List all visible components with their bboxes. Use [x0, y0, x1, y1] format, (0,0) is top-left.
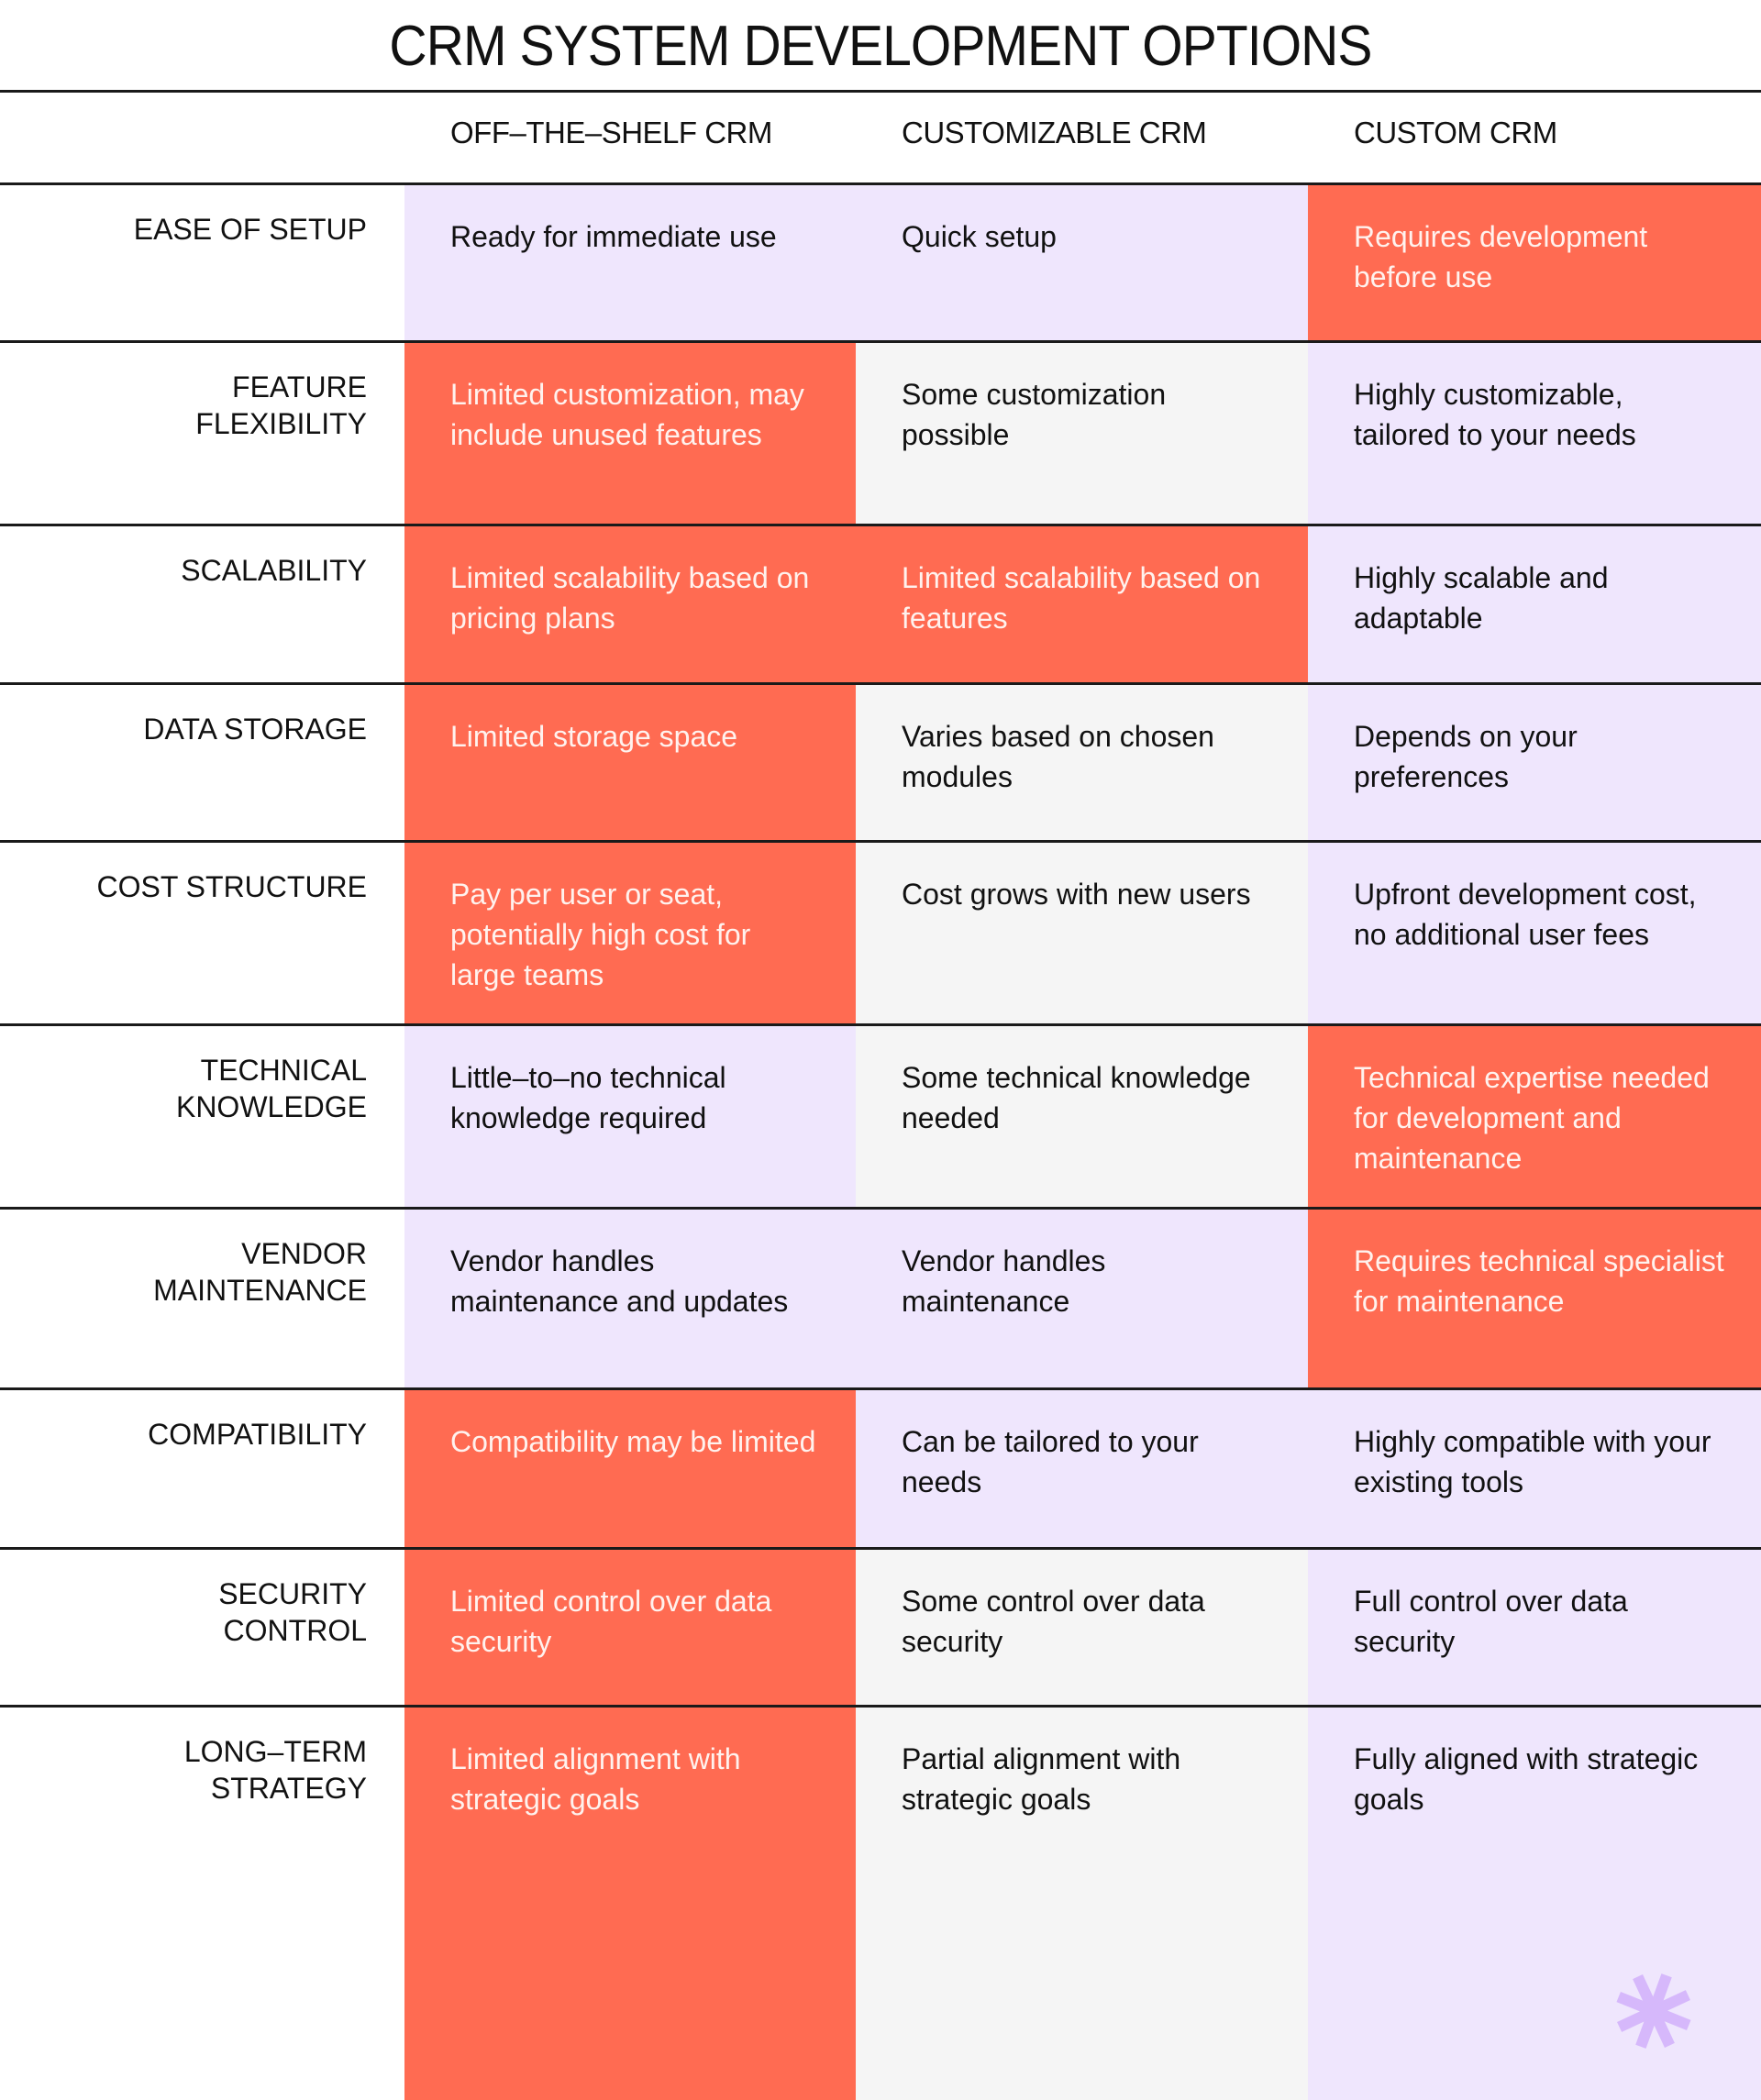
column-header-custom: CUSTOM CRM: [1354, 116, 1557, 149]
row-label: TECHNICAL KNOWLEDGE: [175, 1054, 367, 1123]
row-label: EASE OF SETUP: [133, 213, 367, 246]
table-row: LONG–TERM STRATEGY Limited alignment with…: [0, 1706, 1761, 2100]
divider: [0, 1547, 1761, 1550]
table-cell: Full control over data security: [1308, 1548, 1761, 1706]
table-cell: Limited alignment with strategic goals: [404, 1706, 856, 2100]
divider: [0, 1023, 1761, 1026]
table-cell: Limited control over data security: [404, 1548, 856, 1706]
table-row: COMPATIBILITY Compatibility may be limite…: [0, 1388, 1761, 1548]
table-cell: Technical expertise needed for developme…: [1308, 1024, 1761, 1208]
divider: [0, 1705, 1761, 1708]
table-cell: Little–to–no technical knowledge require…: [404, 1024, 856, 1208]
column-header-off-the-shelf: OFF–THE–SHELF CRM: [450, 116, 772, 149]
row-label: DATA STORAGE: [143, 713, 367, 746]
page-title: CRM SYSTEM DEVELOPMENT OPTIONS: [389, 15, 1372, 78]
table-cell: Depends on your preferences: [1308, 683, 1761, 841]
table-row: DATA STORAGE Limited storage space Varies …: [0, 683, 1761, 841]
table-cell: Limited scalability based on pricing pla…: [404, 525, 856, 683]
table-row: VENDOR MAINTENANCE Vendor handles mainten…: [0, 1208, 1761, 1388]
table-row: SECURITY CONTROL Limited control over dat…: [0, 1548, 1761, 1706]
divider: [0, 524, 1761, 526]
table-cell: Compatibility may be limited: [404, 1388, 856, 1548]
table-cell: Requires technical specialist for mainte…: [1308, 1208, 1761, 1388]
row-label: VENDOR MAINTENANCE: [153, 1237, 367, 1307]
table-row: TECHNICAL KNOWLEDGE Little–to–no technica…: [0, 1024, 1761, 1208]
table-cell: Some control over data security: [856, 1548, 1308, 1706]
table-row: EASE OF SETUP Ready for immediate use Quic…: [0, 183, 1761, 341]
table-cell: Requires development before use: [1308, 183, 1761, 341]
table-cell: Quick setup: [856, 183, 1308, 341]
divider: [0, 340, 1761, 343]
table-cell: Fully aligned with strategic goals: [1308, 1706, 1761, 2100]
asterisk-icon: [1616, 1973, 1691, 2049]
table-cell: Pay per user or seat, potentially high c…: [404, 841, 856, 1024]
table-cell: Varies based on chosen modules: [856, 683, 1308, 841]
row-label: COST STRUCTURE: [96, 870, 367, 903]
table-cell: Vendor handles maintenance and updates: [404, 1208, 856, 1388]
row-label: LONG–TERM STRATEGY: [183, 1735, 367, 1805]
table-cell: Limited storage space: [404, 683, 856, 841]
table-cell: Some customization possible: [856, 341, 1308, 525]
table-cell: Upfront development cost, no additional …: [1308, 841, 1761, 1024]
table-cell: Vendor handles maintenance: [856, 1208, 1308, 1388]
table-cell: Limited customization, may include unuse…: [404, 341, 856, 525]
divider: [0, 1207, 1761, 1210]
row-label: SCALABILITY: [181, 554, 367, 587]
table-cell: Highly compatible with your existing too…: [1308, 1388, 1761, 1548]
divider: [0, 182, 1761, 185]
table-cell: Can be tailored to your needs: [856, 1388, 1308, 1548]
divider: [0, 682, 1761, 685]
table-row: FEATURE FLEXIBILITY Limited customization…: [0, 341, 1761, 525]
table-cell: Cost grows with new users: [856, 841, 1308, 1024]
table-row: SCALABILITY Limited scalability based on …: [0, 525, 1761, 683]
column-header-customizable: CUSTOMIZABLE CRM: [902, 116, 1207, 149]
table-cell: Ready for immediate use: [404, 183, 856, 341]
table-row: COST STRUCTURE Pay per user or seat, pote…: [0, 841, 1761, 1024]
table-cell: Highly scalable and adaptable: [1308, 525, 1761, 683]
table-cell: Limited scalability based on features: [856, 525, 1308, 683]
divider: [0, 840, 1761, 843]
divider: [0, 90, 1761, 93]
table-cell: Partial alignment with strategic goals: [856, 1706, 1308, 2100]
table-cell: Some technical knowledge needed: [856, 1024, 1308, 1208]
row-label: COMPATIBILITY: [148, 1418, 367, 1451]
table-cell: Highly customizable, tailored to your ne…: [1308, 341, 1761, 525]
row-label: SECURITY CONTROL: [218, 1577, 367, 1647]
row-label: FEATURE FLEXIBILITY: [195, 370, 367, 440]
divider: [0, 1387, 1761, 1390]
